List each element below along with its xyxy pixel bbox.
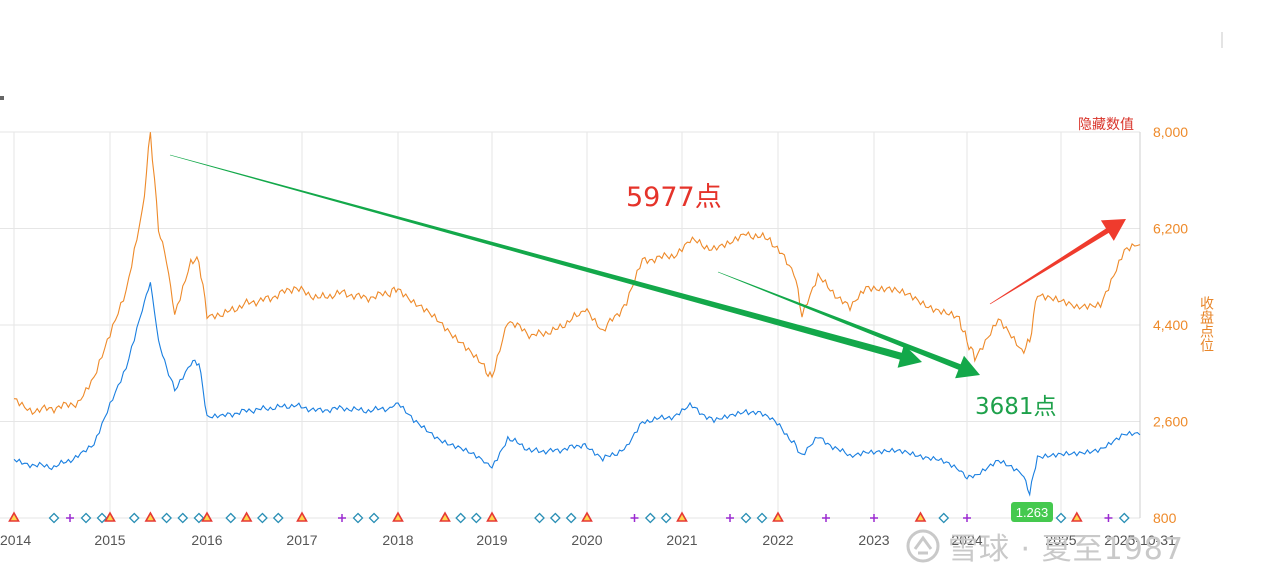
x-tick-label: 2025-10-31 (1104, 532, 1176, 548)
event-marker-triangle (1070, 511, 1083, 522)
y-tick-label: 6,200 (1153, 221, 1188, 237)
menu-dot (0, 96, 4, 100)
y-tick-label: 800 (1153, 510, 1177, 526)
event-marker-triangle (676, 511, 688, 522)
event-marker-triangle (439, 511, 451, 522)
event-marker-triangle (914, 511, 927, 522)
y-tick-label: 4,400 (1153, 317, 1188, 333)
event-marker-plus (630, 514, 639, 522)
event-marker-plus (338, 514, 346, 522)
event-marker-diamond (660, 512, 672, 524)
event-marker-diamond (193, 512, 205, 524)
x-tick-label: 2020 (571, 532, 602, 548)
event-marker-triangle (144, 511, 157, 522)
event-marker-diamond (368, 512, 380, 524)
event-marker-diamond (161, 512, 173, 524)
event-marker-triangle (104, 511, 116, 522)
y-tick-labels: 8,000 6,200 4,400 2,600 800 (1153, 124, 1188, 526)
event-marker-plus (963, 514, 971, 522)
event-marker-plus (726, 514, 734, 522)
top-mark (1213, 32, 1223, 48)
x-tick-label: 2014 (0, 532, 31, 548)
min-badge-text: 1.263 (1016, 505, 1049, 520)
event-marker-plus (822, 514, 830, 522)
grid (0, 131, 1141, 519)
y-tick-label: 8,000 (1153, 124, 1188, 140)
trend-arrows (169, 154, 1126, 379)
event-marker-diamond (272, 512, 284, 524)
x-tick-label: 2024 (951, 532, 982, 548)
event-marker-triangle (201, 511, 213, 522)
event-marker-diamond (938, 512, 950, 524)
snowball-logo-icon (906, 529, 940, 563)
event-marker-diamond (565, 512, 577, 524)
event-marker-diamond (1118, 512, 1130, 524)
event-marker-plus (66, 514, 74, 522)
x-tick-label: 2016 (191, 532, 222, 548)
event-marker-triangle (392, 511, 404, 522)
event-marker-triangle (581, 511, 593, 522)
annotation-labels: 5977点 3681点 1.263 (626, 182, 1057, 522)
x-tick-label: 2025 (1045, 532, 1076, 548)
event-marker-diamond (644, 512, 656, 524)
x-tick-label: 2018 (382, 532, 413, 548)
y-tick-label: 2,600 (1153, 414, 1188, 430)
watermark-text: 雪球 · 夏至1987 (948, 532, 1184, 567)
event-marker-triangle (296, 511, 308, 522)
event-marker-diamond (470, 512, 482, 524)
event-marker-plus (1104, 514, 1113, 522)
event-marker-diamond (756, 512, 768, 524)
event-marker-diamond (96, 512, 108, 524)
event-marker-diamond (1055, 512, 1067, 524)
event-markers (8, 511, 1130, 524)
trend-arrow-red (989, 219, 1126, 305)
x-tick-label: 2022 (762, 532, 793, 548)
x-tick-label: 2015 (94, 532, 125, 548)
watermark: 雪球 · 夏至1987 (906, 526, 1184, 567)
event-marker-diamond (128, 512, 140, 524)
x-tick-labels: 2014 2015 2016 2017 2018 2019 2020 2021 2022 2023… (0, 532, 1176, 548)
trend-arrow-green-long (169, 154, 922, 368)
min-badge (1011, 502, 1053, 522)
x-tick-label: 2019 (476, 532, 507, 548)
event-marker-diamond (352, 512, 364, 524)
peak-label: 5977点 (626, 182, 722, 213)
event-marker-diamond (256, 512, 268, 524)
event-marker-diamond (177, 512, 189, 524)
event-marker-diamond (225, 512, 237, 524)
event-marker-diamond (80, 512, 92, 524)
event-marker-plus (870, 514, 878, 522)
event-marker-diamond (455, 512, 467, 524)
trend-arrow-green-short (717, 271, 980, 379)
x-tick-label: 2021 (666, 532, 697, 548)
event-marker-diamond (534, 512, 545, 524)
event-marker-diamond (740, 512, 752, 524)
event-marker-triangle (8, 511, 20, 522)
target-label: 3681点 (975, 394, 1057, 420)
event-marker-diamond (549, 512, 561, 524)
x-tick-label: 2023 (858, 532, 889, 548)
event-marker-triangle (772, 511, 784, 522)
hide-values-link[interactable]: 隐藏数值 (1078, 117, 1134, 133)
series-line-orange (13, 132, 1141, 416)
series-layer (13, 132, 1141, 497)
x-tick-label: 2017 (286, 532, 317, 548)
series-line-blue (13, 282, 1141, 497)
right-axis-label: 收盘点位 (1198, 296, 1214, 352)
event-marker-triangle (240, 511, 253, 522)
event-marker-triangle (486, 511, 498, 522)
event-marker-diamond (48, 512, 60, 524)
